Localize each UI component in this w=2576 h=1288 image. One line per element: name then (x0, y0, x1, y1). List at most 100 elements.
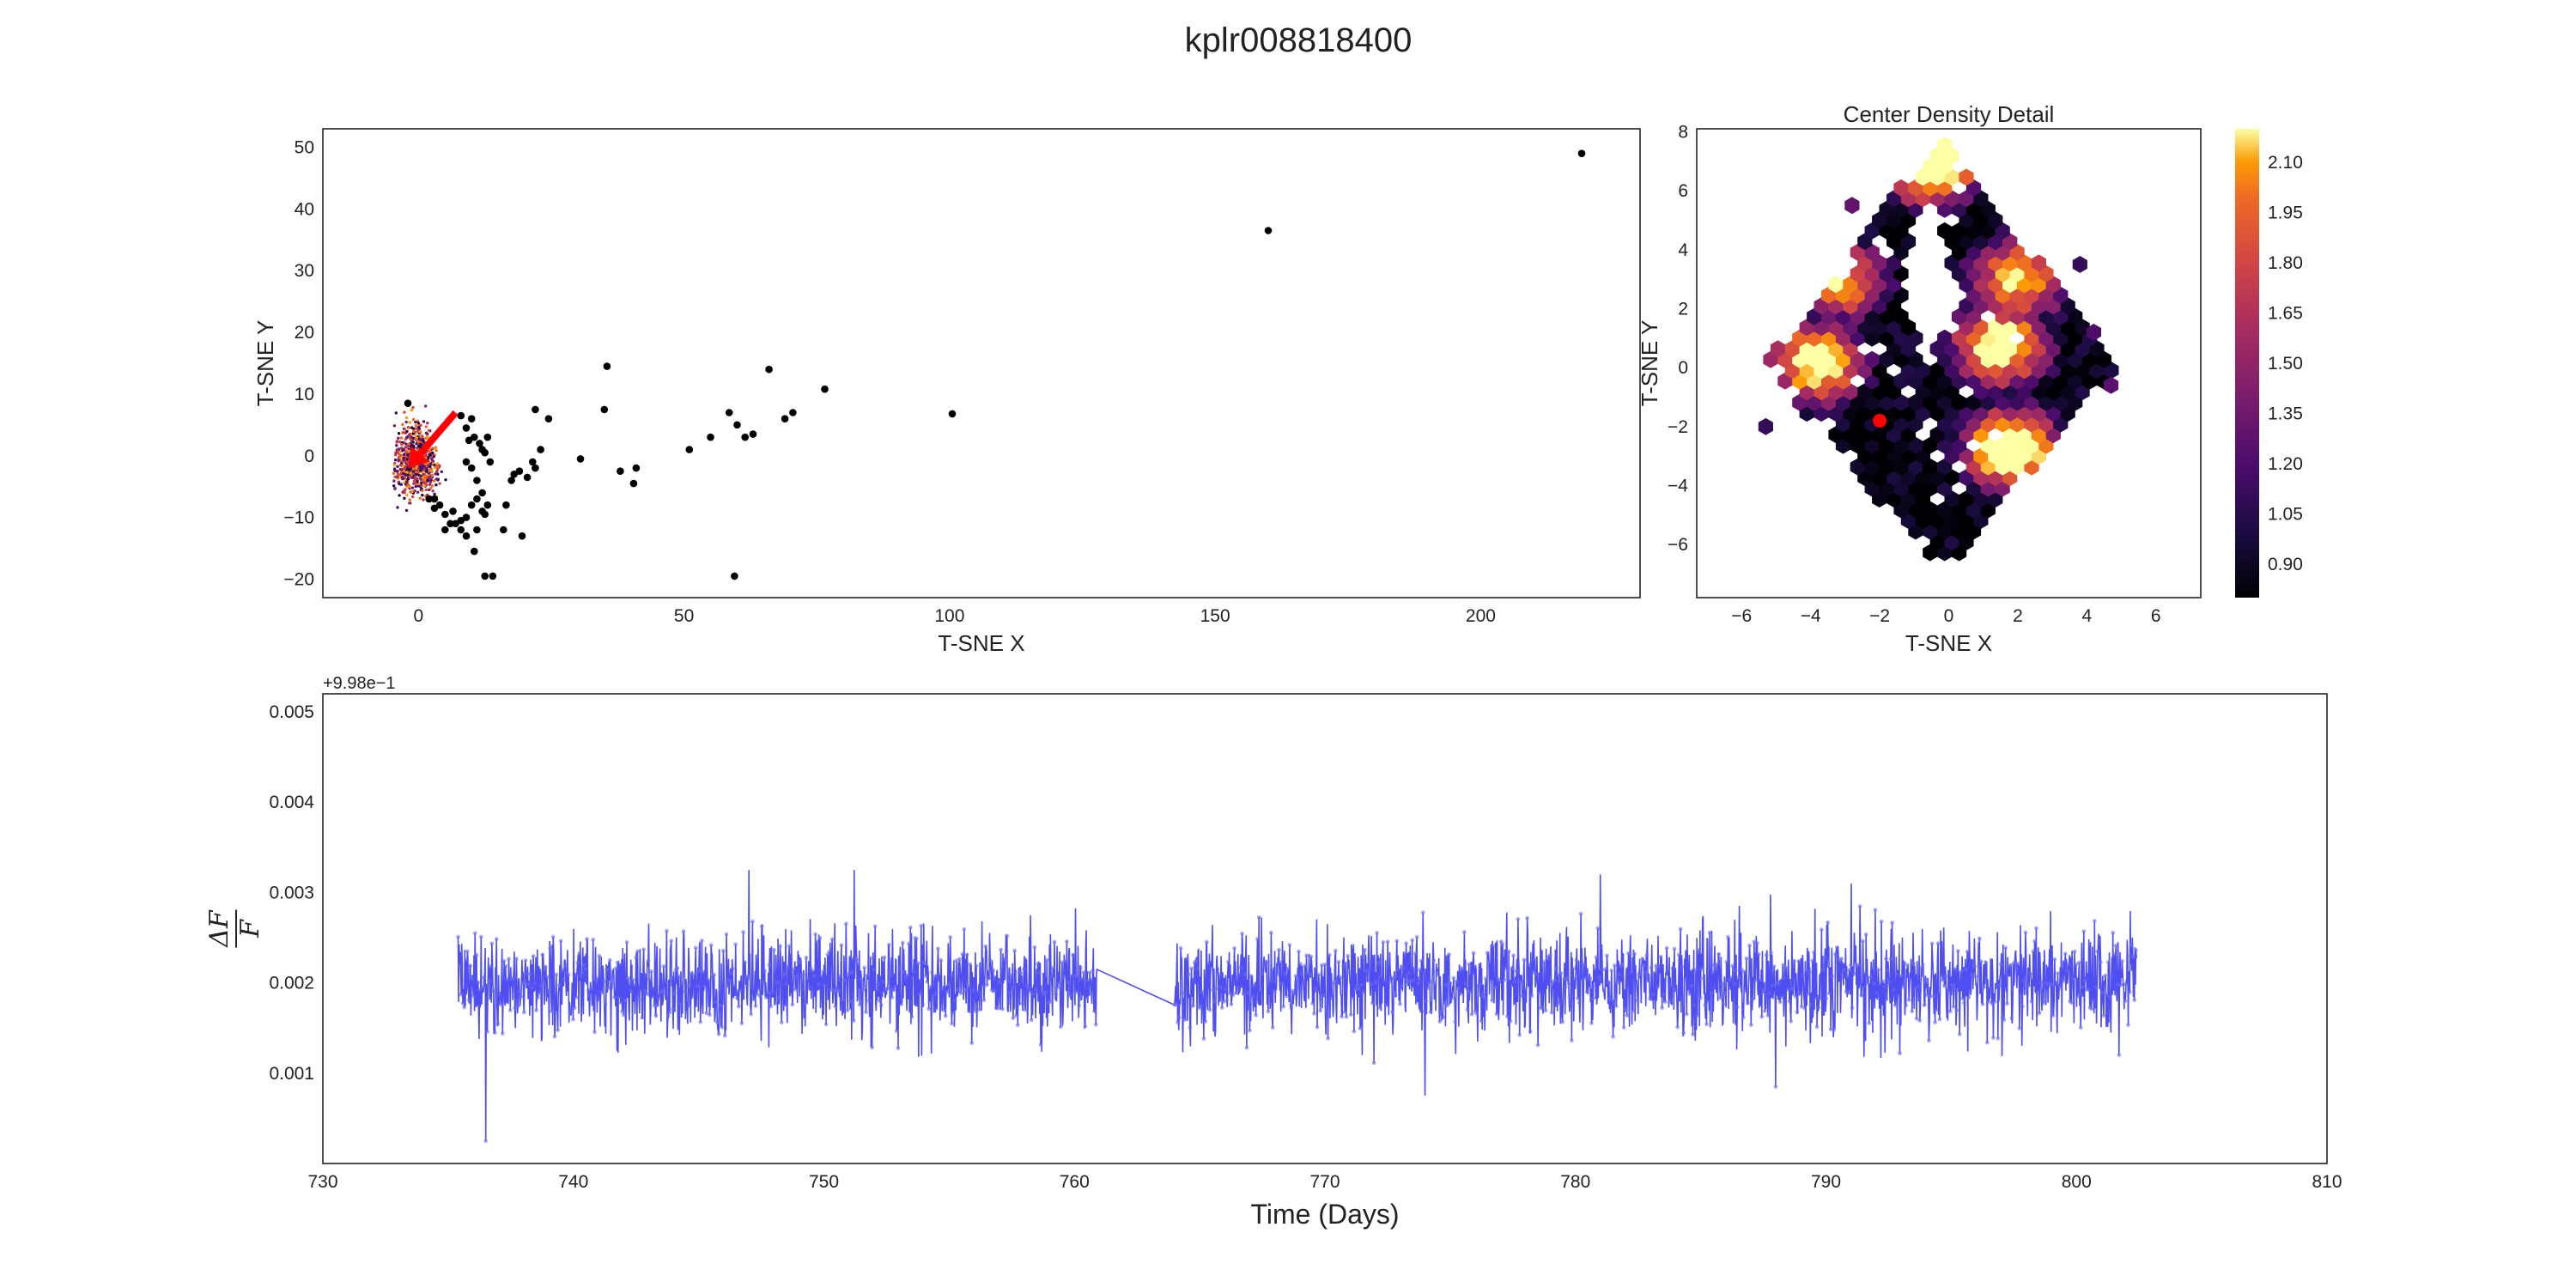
flux-point (1984, 960, 1988, 965)
flux-point (1224, 998, 1229, 1003)
cluster-point (399, 447, 404, 450)
cluster-point (406, 434, 410, 439)
flux-point (2063, 951, 2068, 956)
flux-point (1223, 987, 1228, 991)
flux-point (1043, 989, 1048, 994)
flux-point (1609, 969, 1614, 973)
flux-point (1656, 964, 1662, 969)
flux-point (1738, 985, 1743, 989)
flux-point (794, 974, 799, 979)
flux-point (1914, 1016, 1919, 1021)
flux-point (1382, 978, 1387, 982)
flux-point (909, 1015, 914, 1019)
flux-point (563, 963, 568, 969)
flux-point (534, 1008, 538, 1013)
cluster-point (403, 428, 407, 431)
outlier-point (478, 489, 486, 497)
flux-point (1806, 992, 1810, 996)
flux-point (1303, 963, 1307, 968)
cluster-point (432, 479, 436, 483)
flux-point (782, 971, 787, 975)
flux-point (1346, 953, 1350, 958)
flux-point (1527, 962, 1531, 967)
flux-point (1927, 1038, 1931, 1043)
flux-point (2078, 1025, 2083, 1030)
flux-point (615, 960, 620, 965)
flux-point (587, 993, 592, 997)
flux-point (2064, 969, 2069, 973)
flux-point (1205, 939, 1209, 945)
flux-point (1505, 1014, 1510, 1019)
flux-point (1236, 971, 1242, 976)
flux-point (1250, 993, 1255, 999)
flux-point (1548, 953, 1552, 957)
flux-point (1764, 953, 1769, 957)
flux-point (1752, 939, 1757, 944)
flux-point (2037, 1011, 2042, 1016)
outlier-point (617, 467, 624, 475)
flux-point (1344, 1015, 1349, 1019)
flux-point (1900, 985, 1905, 989)
flux-point (1060, 960, 1065, 965)
flux-point (720, 1025, 724, 1030)
flux-point (847, 971, 852, 976)
flux-point (2054, 981, 2058, 985)
flux-point (718, 1003, 723, 1008)
cluster-point (424, 425, 428, 428)
cluster-point (423, 474, 428, 477)
flux-point (1857, 904, 1862, 908)
flux-point (841, 998, 845, 1002)
flux-point (1856, 963, 1861, 968)
flux-point (491, 988, 495, 993)
flux-point (1709, 990, 1714, 995)
flux-point (1059, 1024, 1063, 1030)
flux-point (1828, 1027, 1833, 1032)
flux-point (1876, 967, 1880, 972)
flux-point (1439, 1009, 1443, 1013)
flux-point (505, 977, 509, 981)
flux-point (1356, 987, 1361, 991)
outlier-point (457, 526, 465, 534)
outlier-point (483, 433, 492, 441)
flux-point (1911, 961, 1916, 966)
hex-cell (1879, 350, 1894, 368)
flux-point (1180, 991, 1185, 995)
flux-point (647, 977, 652, 981)
flux-point (1018, 970, 1024, 975)
flux-point (1905, 963, 1910, 968)
flux-point (842, 977, 847, 982)
flux-point (1592, 967, 1597, 971)
flux-point (2019, 993, 2023, 998)
flux-point (750, 919, 755, 924)
flux-point (1795, 1010, 1800, 1014)
flux-point (552, 1034, 557, 1039)
flux-point (531, 954, 536, 958)
flux-point (1195, 966, 1200, 971)
colorbar-tick-label: 1.35 (2268, 404, 2303, 424)
flux-point (1948, 1009, 1953, 1014)
flux-point (1055, 986, 1060, 990)
cluster-point (410, 435, 413, 439)
flux-point (1985, 1040, 1990, 1045)
flux-point (823, 1022, 829, 1027)
flux-point (1886, 981, 1892, 985)
flux-point (1189, 966, 1194, 970)
flux-point (542, 981, 546, 986)
flux-point (887, 942, 891, 947)
cluster-point (435, 465, 439, 468)
cluster-point (422, 420, 426, 423)
hex-cell (1929, 340, 1945, 358)
flux-point (764, 995, 769, 999)
flux-point (896, 1046, 901, 1051)
flux-point (807, 986, 811, 990)
flux-point (1321, 993, 1326, 998)
hex-cell (1929, 361, 1945, 380)
flux-point (751, 997, 756, 1002)
cluster-point (412, 470, 416, 473)
flux-point (792, 967, 796, 972)
cluster-point (394, 411, 398, 415)
flux-point (544, 975, 550, 979)
flux-point (1755, 940, 1759, 945)
flux-point (1373, 980, 1378, 985)
flux-point (738, 988, 743, 993)
